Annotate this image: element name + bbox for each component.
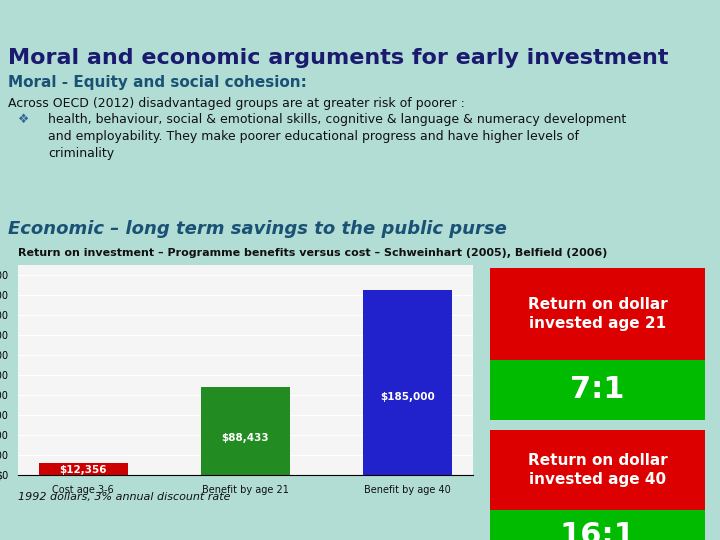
Text: health, behaviour, social & emotional skills, cognitive & language & numeracy de: health, behaviour, social & emotional sk… [48,113,626,160]
Text: ❖: ❖ [18,113,30,126]
Text: Return on dollar
invested age 40: Return on dollar invested age 40 [528,453,667,488]
Text: $185,000: $185,000 [380,392,435,402]
Bar [201,387,290,475]
Text: Return on investment – Programme benefits versus cost – Schweinhart (2005), Belf: Return on investment – Programme benefit… [18,248,608,258]
Text: Return on dollar
invested age 21: Return on dollar invested age 21 [528,296,667,332]
Text: Across OECD (2012) disadvantaged groups are at greater risk of poorer :: Across OECD (2012) disadvantaged groups … [8,97,465,110]
Text: Moral - Equity and social cohesion:: Moral - Equity and social cohesion: [8,75,307,90]
Text: Moral and economic arguments for early investment: Moral and economic arguments for early i… [8,48,668,68]
Text: 7:1: 7:1 [570,375,625,404]
Text: $88,433: $88,433 [222,433,269,443]
Bar [39,463,128,475]
Bar [363,290,452,475]
Text: Economic – long term savings to the public purse: Economic – long term savings to the publ… [8,220,507,238]
Text: 1992 dollars, 3% annual discount rate: 1992 dollars, 3% annual discount rate [18,492,230,502]
Text: $12,356: $12,356 [60,465,107,475]
Text: 16:1: 16:1 [559,522,636,540]
